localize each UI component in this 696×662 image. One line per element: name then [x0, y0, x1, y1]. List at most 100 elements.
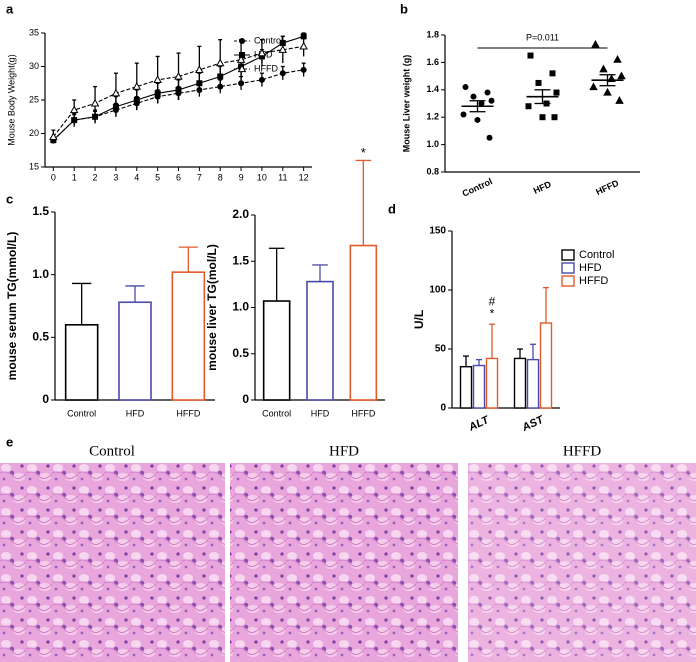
- x-tick-label: 2: [93, 172, 98, 182]
- y-tick-label: 0.8: [426, 166, 439, 176]
- data-point: [299, 41, 308, 50]
- y-axis-label: U/L: [412, 310, 426, 329]
- histology-image: [0, 463, 225, 662]
- y-tick-label: 0.5: [32, 330, 49, 344]
- data-point: [589, 82, 598, 91]
- annotation: *: [361, 145, 366, 160]
- y-tick-label: 1.2: [426, 112, 439, 122]
- x-tick-label: 5: [155, 172, 160, 182]
- panel-label: e: [6, 434, 13, 449]
- data-point: [153, 75, 162, 83]
- y-tick-label: 30: [29, 61, 39, 71]
- y-tick-label: 1.5: [232, 253, 249, 267]
- y-tick-label: 0: [242, 392, 249, 406]
- legend-label: HFD: [579, 262, 602, 274]
- x-tick-label: HFFD: [176, 408, 200, 418]
- data-point: [603, 87, 612, 96]
- bar: [472, 364, 486, 409]
- x-tick-label: HFFD: [594, 178, 620, 197]
- x-tick-label: 6: [176, 172, 181, 182]
- histology-image: [468, 463, 696, 662]
- data-point: [486, 134, 493, 141]
- legend-marker: [239, 52, 245, 58]
- bar: [262, 300, 291, 401]
- y-tick-label: 100: [429, 285, 446, 296]
- panel-label: c: [6, 191, 13, 206]
- x-tick-label: Control: [67, 408, 96, 418]
- bar: [306, 280, 334, 401]
- x-tick-label: AST: [520, 413, 547, 434]
- legend-marker: [237, 64, 247, 73]
- data-point: [279, 70, 286, 77]
- image-title: HFFD: [563, 443, 602, 459]
- legend-swatch: [561, 262, 575, 274]
- x-tick-label: HFFD: [351, 408, 375, 418]
- data-point: [527, 52, 534, 59]
- data-point: [195, 65, 204, 73]
- data-point: [478, 100, 485, 107]
- legend-label: Control: [254, 35, 283, 45]
- data-point: [525, 103, 532, 110]
- data-point: [551, 114, 558, 121]
- data-point: [470, 93, 477, 100]
- annotation: *: [490, 306, 495, 320]
- data-point: [90, 98, 100, 107]
- bar: [349, 244, 378, 401]
- data-point: [484, 89, 491, 96]
- y-tick-label: 1.5: [32, 204, 49, 218]
- bar: [118, 301, 152, 401]
- y-tick-label: 1.0: [426, 139, 439, 149]
- data-point: [69, 105, 79, 114]
- histology-image: [230, 463, 458, 662]
- data-point: [535, 79, 542, 86]
- data-point: [615, 96, 624, 104]
- panel-label: b: [400, 1, 408, 16]
- legend-label: Control: [579, 249, 614, 261]
- bar: [459, 366, 473, 409]
- y-tick-label: 150: [429, 226, 446, 237]
- legend-marker: [239, 38, 245, 44]
- x-tick-label: 4: [134, 172, 139, 182]
- data-point: [111, 88, 121, 97]
- x-tick-label: 9: [239, 172, 244, 182]
- bar: [539, 322, 553, 409]
- x-tick-label: 0: [51, 172, 56, 182]
- data-point: [488, 97, 495, 104]
- y-tick-label: 0: [42, 392, 49, 406]
- data-point: [549, 70, 556, 77]
- bar: [171, 271, 206, 401]
- y-tick-label: 0.5: [232, 346, 249, 360]
- x-tick-label: HFD: [532, 179, 553, 196]
- data-point: [278, 45, 288, 53]
- y-tick-label: 50: [435, 344, 447, 355]
- annotation: P=0.011: [526, 32, 559, 42]
- data-point: [238, 80, 245, 87]
- bar: [513, 357, 527, 409]
- x-tick-label: 11: [278, 172, 287, 182]
- bar: [526, 358, 540, 409]
- data-point: [553, 89, 560, 96]
- x-tick-label: Control: [262, 408, 291, 418]
- x-tick-label: 10: [257, 172, 267, 182]
- x-tick-label: ALT: [466, 414, 492, 435]
- image-title: Control: [89, 443, 135, 459]
- x-tick-label: Control: [461, 176, 494, 199]
- data-point: [613, 55, 622, 63]
- data-point: [215, 58, 225, 67]
- bar: [485, 357, 499, 409]
- legend-label: HFFD: [254, 63, 278, 73]
- data-point: [591, 39, 600, 48]
- y-axis-label: mouse serum TG(mmol/L): [5, 232, 19, 381]
- y-tick-label: 1.0: [32, 267, 49, 281]
- data-point: [462, 84, 469, 91]
- panel-label: a: [6, 1, 14, 16]
- data-point: [49, 132, 58, 140]
- x-tick-label: 3: [113, 172, 118, 182]
- legend-swatch: [561, 275, 575, 287]
- data-point: [539, 114, 546, 121]
- legend-label: HFFD: [579, 275, 608, 287]
- y-axis-label: Mouse Liver weight (g): [401, 55, 411, 153]
- x-tick-label: HFD: [126, 408, 145, 418]
